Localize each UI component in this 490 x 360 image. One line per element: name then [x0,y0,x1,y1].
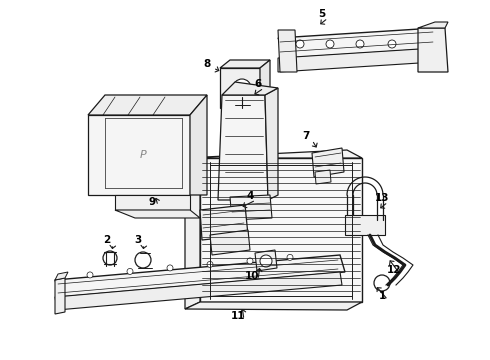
Text: 8: 8 [203,59,211,69]
Circle shape [326,40,334,48]
Polygon shape [220,60,270,68]
Text: 5: 5 [318,9,326,19]
Polygon shape [210,230,250,255]
Polygon shape [278,48,435,72]
Polygon shape [55,255,345,297]
Circle shape [260,255,272,267]
Polygon shape [230,195,272,220]
Circle shape [103,251,117,265]
Text: 7: 7 [302,131,310,141]
Text: 2: 2 [103,235,111,245]
Circle shape [388,40,396,48]
Text: 1: 1 [378,291,386,301]
Polygon shape [88,95,207,115]
Circle shape [287,255,293,260]
Text: 12: 12 [387,265,401,275]
Circle shape [127,269,133,274]
Polygon shape [222,82,278,95]
Text: P: P [140,150,147,160]
Polygon shape [185,158,200,309]
Text: 6: 6 [254,79,262,89]
Polygon shape [185,302,362,310]
Text: 10: 10 [245,271,259,281]
Circle shape [207,261,213,267]
Text: 4: 4 [246,191,254,201]
Polygon shape [345,215,385,235]
Polygon shape [220,68,260,108]
Polygon shape [200,158,362,302]
Polygon shape [115,195,190,210]
Circle shape [374,275,390,291]
Text: 3: 3 [134,235,142,245]
Polygon shape [255,250,277,271]
Polygon shape [55,272,342,310]
Circle shape [296,40,304,48]
Circle shape [87,272,93,278]
Polygon shape [278,30,297,72]
Circle shape [247,258,253,264]
Polygon shape [55,272,68,280]
Text: 11: 11 [231,311,245,321]
Polygon shape [260,60,270,108]
Polygon shape [185,150,362,158]
Polygon shape [190,95,207,195]
Text: 13: 13 [375,193,389,203]
Polygon shape [218,95,268,200]
Polygon shape [115,210,200,218]
Polygon shape [88,115,190,195]
Polygon shape [55,278,65,314]
Polygon shape [265,88,278,200]
Polygon shape [200,205,248,240]
Polygon shape [312,148,344,177]
Circle shape [238,84,246,92]
Polygon shape [278,28,445,58]
Polygon shape [315,170,331,184]
Circle shape [135,252,151,268]
Text: 9: 9 [148,197,155,207]
Circle shape [233,79,251,97]
Polygon shape [418,28,448,72]
Circle shape [167,265,173,271]
Polygon shape [418,22,448,28]
Circle shape [356,40,364,48]
